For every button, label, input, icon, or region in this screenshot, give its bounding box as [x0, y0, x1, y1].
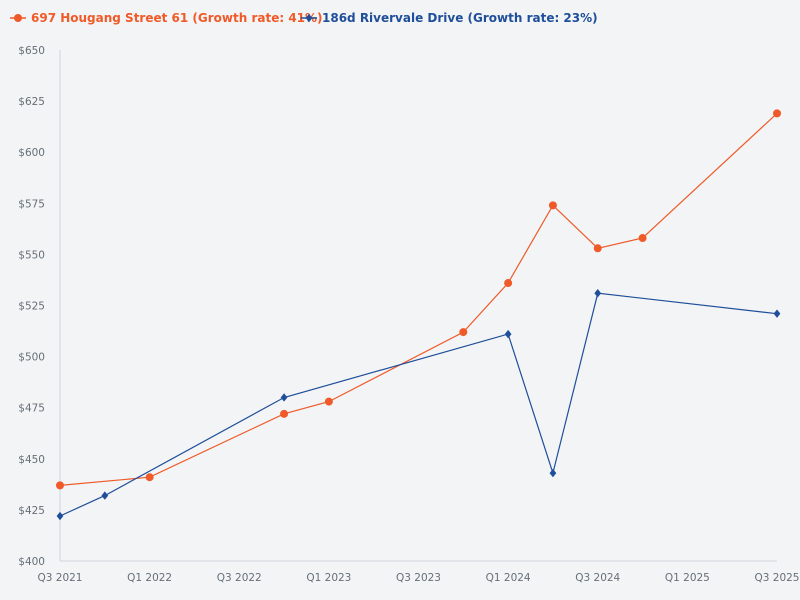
data-point: [594, 289, 602, 298]
legend-label: 697 Hougang Street 61 (Growth rate: 41%): [31, 11, 323, 25]
data-point: [145, 473, 154, 482]
data-point: [549, 468, 557, 478]
series-line: [59, 112, 778, 486]
legend: 697 Hougang Street 61 (Growth rate: 41%)…: [10, 11, 598, 25]
x-tick-label: Q3 2024: [575, 572, 620, 584]
y-tick-label: $575: [18, 198, 45, 210]
legend-item-1: 697 Hougang Street 61 (Growth rate: 41%): [10, 11, 323, 25]
x-tick-label: Q1 2025: [665, 572, 710, 584]
y-tick-label: $475: [18, 403, 45, 415]
y-tick-label: $600: [18, 147, 45, 159]
series-2: [56, 289, 781, 521]
data-point: [56, 481, 64, 490]
y-tick-label: $625: [18, 96, 45, 108]
x-tick-label: Q3 2021: [37, 572, 82, 584]
data-point: [280, 393, 288, 402]
y-tick-label: $500: [18, 352, 45, 364]
data-point: [773, 109, 781, 118]
y-tick-label: $425: [18, 505, 45, 517]
data-point: [56, 511, 64, 521]
data-point: [593, 244, 602, 253]
y-tick-label: $650: [18, 45, 45, 57]
data-point: [504, 329, 512, 339]
data-point: [324, 397, 333, 406]
legend-item-2: 186d Rivervale Drive (Growth rate: 23%): [301, 11, 598, 25]
x-tick-label: Q1 2024: [486, 572, 531, 584]
y-tick-label: $525: [18, 301, 45, 313]
y-axis-line-group: [59, 50, 777, 562]
data-point: [101, 491, 109, 500]
legend-marker: [14, 14, 22, 22]
data-point: [773, 309, 781, 318]
x-tick-label: Q3 2023: [396, 572, 441, 584]
data-point: [280, 409, 289, 418]
data-point: [459, 328, 468, 337]
data-point: [548, 201, 557, 210]
series-1: [56, 109, 781, 490]
x-axis-ticks: Q3 2021 Q1 2022 Q3 2022 Q1 2023 Q3 2023 Q1 20…: [37, 572, 799, 584]
legend-label: 186d Rivervale Drive (Growth rate: 23%): [322, 11, 598, 25]
data-point: [504, 279, 513, 288]
series-line: [59, 292, 778, 517]
x-tick-label: Q3 2025: [754, 572, 799, 584]
y-tick-label: $400: [18, 556, 45, 568]
series-group: [56, 109, 781, 521]
x-tick-label: Q1 2022: [127, 572, 172, 584]
data-point: [638, 234, 647, 243]
y-tick-label: $550: [18, 249, 45, 261]
x-tick-label: Q3 2022: [217, 572, 262, 584]
legend-marker: [305, 13, 313, 23]
y-axis-ticks: $400 $425 $450 $475 $500 $525 $550 $575 $600 $625…: [18, 45, 45, 568]
y-tick-label: $450: [18, 454, 45, 466]
x-tick-label: Q1 2023: [306, 572, 351, 584]
